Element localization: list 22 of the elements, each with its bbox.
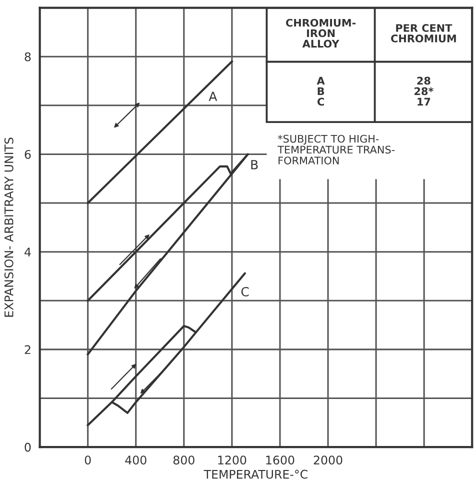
annotation: CHROMIUM- IRON ALLOY (286, 18, 356, 48)
series-label: C (241, 286, 249, 296)
x-tick-label: 400 (125, 456, 146, 465)
annotation: A B C (316, 76, 325, 106)
x-tick-label: 0 (84, 456, 91, 465)
y-axis-title: EXPANSION- ARBITRARY UNITS (4, 138, 14, 317)
y-tick-label: 0 (24, 442, 31, 452)
y-tick-label: 6 (24, 150, 31, 159)
x-tick-label: 1600 (266, 456, 294, 465)
y-tick-label: 8 (24, 52, 31, 62)
x-axis-title: TEMPERATURE-°C (204, 470, 308, 479)
annotation: *SUBJECT TO HIGH- TEMPERATURE TRANS- FORMATION (278, 134, 395, 164)
series-label: B (251, 160, 258, 170)
y-tick-label: 2 (24, 345, 30, 354)
annotation: 28 28* 17 (414, 76, 434, 106)
x-tick-label: 800 (173, 456, 194, 465)
x-tick-label: 2000 (314, 456, 342, 465)
y-tick-label: 4 (24, 248, 31, 256)
line-series (86, 153, 249, 356)
annotation: PER CENT CHROMIUM (391, 24, 456, 42)
series-label: A (208, 92, 218, 101)
x-tick-label: 1200 (218, 456, 246, 465)
